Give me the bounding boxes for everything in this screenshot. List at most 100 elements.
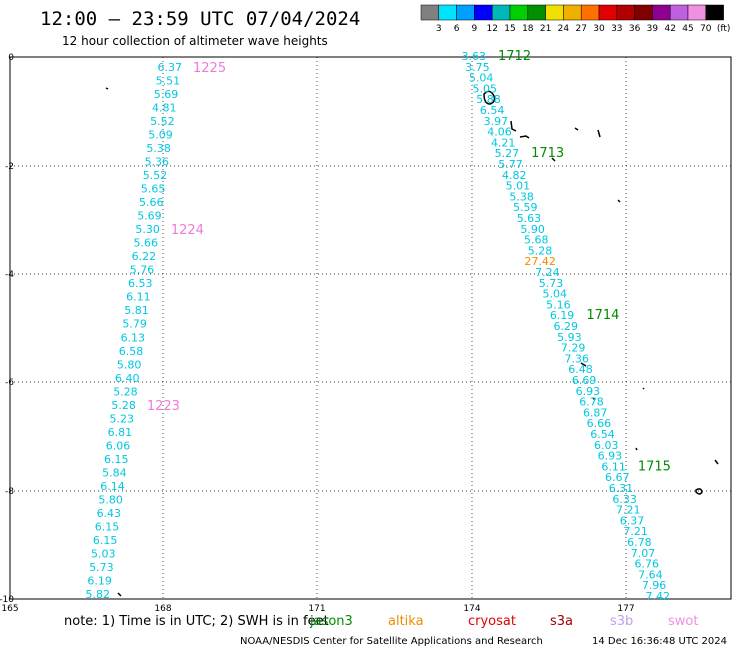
colorbar-label: 24	[558, 24, 570, 34]
wave-height-label: 5.63	[517, 212, 542, 225]
pass-time-label: 1223	[147, 399, 180, 414]
wave-height-label: 4.06	[487, 126, 512, 139]
wave-height-label: 6.33	[612, 493, 637, 506]
island-shape	[695, 488, 703, 495]
island-shape	[574, 127, 579, 131]
colorbar-label: 21	[540, 24, 551, 34]
wave-height-label: 5.51	[156, 75, 181, 88]
wave-height-label: 6.37	[158, 61, 183, 74]
wave-height-label: 6.54	[590, 428, 615, 441]
x-tick-label: 174	[463, 604, 480, 614]
wave-height-label: 5.69	[154, 88, 179, 101]
satellite-name-altika: altika	[388, 614, 424, 629]
wave-height-label: 5.52	[143, 169, 168, 182]
wave-height-label: 6.53	[128, 277, 153, 290]
wave-height-label: 5.73	[539, 277, 564, 290]
wave-height-label: 4.82	[502, 169, 527, 182]
island-shape	[551, 157, 556, 162]
wave-height-label: 5.38	[509, 190, 534, 203]
colorbar-label: 45	[682, 24, 693, 34]
wave-height-label: 5.81	[124, 304, 149, 317]
wave-height-label: 5.80	[117, 358, 142, 371]
footer-note: note: 1) Time is in UTC; 2) SWH is in fe…	[64, 614, 329, 629]
wave-height-label: 5.27	[495, 147, 520, 160]
wave-height-label: 5.65	[141, 183, 166, 196]
colorbar-legend: 3 6 9 12 15 18 21 24 27 30 33 36 39 42 45 70 (ft)	[420, 4, 730, 34]
wave-height-label: 6.93	[576, 385, 601, 398]
colorbar-label: 42	[664, 24, 675, 34]
wave-height-label: 6.06	[106, 439, 131, 452]
wave-height-label: 7.24	[535, 266, 560, 279]
island-shape	[483, 90, 496, 105]
wave-height-label: 5.93	[557, 331, 582, 344]
map-title: 12:00 — 23:59 UTC 07/04/2024	[40, 8, 360, 30]
pass-time-label: 1713	[531, 146, 564, 161]
x-tick-label: 165	[1, 604, 18, 614]
wave-height-label: 3.63	[462, 50, 487, 63]
colorbar-label: 27	[575, 24, 586, 34]
wave-height-label: 5.09	[148, 129, 173, 142]
island-shape	[635, 447, 638, 451]
wave-height-label: 3.75	[465, 61, 490, 74]
wave-height-label: 6.13	[121, 331, 146, 344]
pass-time-label: 1715	[638, 459, 671, 474]
colorbar-swatch	[491, 4, 511, 21]
wave-height-label: 6.58	[119, 345, 144, 358]
wave-height-label: 6.14	[100, 480, 125, 493]
pass-time-label: 1225	[193, 61, 226, 76]
wave-height-label: 5.05	[473, 82, 498, 95]
colorbar-label: 70	[700, 24, 712, 34]
wave-height-label: 6.15	[95, 520, 120, 533]
wave-height-label: 6.43	[97, 507, 122, 520]
island-shape	[597, 129, 601, 138]
wave-height-label: 6.40	[115, 372, 140, 385]
wave-height-label: 7.64	[638, 568, 663, 581]
wave-height-label: 5.79	[122, 318, 147, 331]
colorbar-label: 30	[593, 24, 605, 34]
colorbar-label: 15	[504, 24, 515, 34]
wave-height-label: 5.73	[89, 561, 114, 574]
wave-height-label: 5.77	[498, 158, 523, 171]
island-shape	[105, 87, 109, 90]
wave-height-label: 6.03	[594, 439, 619, 452]
wave-height-label: 6.37	[620, 514, 645, 527]
colorbar-swatch	[545, 4, 564, 21]
wave-height-label: 5.16	[546, 298, 571, 311]
colorbar-swatch	[456, 4, 475, 21]
map-subtitle: 12 hour collection of altimeter wave hei…	[62, 34, 328, 48]
colorbar-swatch	[687, 4, 707, 21]
wave-height-label: 5.36	[145, 156, 170, 169]
satellite-name-cryosat: cryosat	[468, 614, 516, 629]
timestamp: 14 Dec 16:36:48 UTC 2024	[592, 636, 727, 647]
wave-height-label: 6.78	[627, 536, 652, 549]
wave-height-label: 7.21	[623, 525, 648, 538]
island-shape	[642, 387, 645, 390]
wave-height-label: 7.42	[646, 590, 671, 603]
wave-height-label: 5.88	[476, 93, 501, 106]
colorbar-label: 6	[454, 24, 460, 34]
satellite-name-jason3: jason3	[309, 614, 353, 629]
island-shape	[580, 362, 587, 367]
credit-line: NOAA/NESDIS Center for Satellite Applica…	[240, 636, 543, 647]
island-shape	[617, 199, 621, 203]
x-tick-label: 177	[617, 604, 634, 614]
wave-height-label: 6.11	[601, 460, 626, 473]
colorbar-swatch	[580, 4, 600, 21]
satellite-name-s3b: s3b	[610, 614, 633, 629]
wave-height-label: 5.84	[102, 466, 127, 479]
colorbar-swatch	[705, 4, 724, 21]
wave-height-label: 6.31	[609, 482, 634, 495]
wave-height-label: 7.29	[561, 342, 586, 355]
wave-height-label: 7.21	[616, 504, 641, 517]
colorbar-swatch	[509, 4, 529, 21]
wave-height-label: 5.28	[113, 385, 138, 398]
island-shape	[519, 135, 530, 139]
wave-height-label: 6.15	[93, 534, 118, 547]
wave-height-label: 4.21	[491, 136, 516, 149]
wave-height-label: 6.19	[550, 309, 575, 322]
wave-height-label: 6.11	[126, 291, 151, 304]
wave-height-label: 5.28	[528, 244, 553, 257]
wave-height-label: 5.68	[524, 234, 549, 247]
wave-height-label: 5.66	[134, 237, 159, 250]
